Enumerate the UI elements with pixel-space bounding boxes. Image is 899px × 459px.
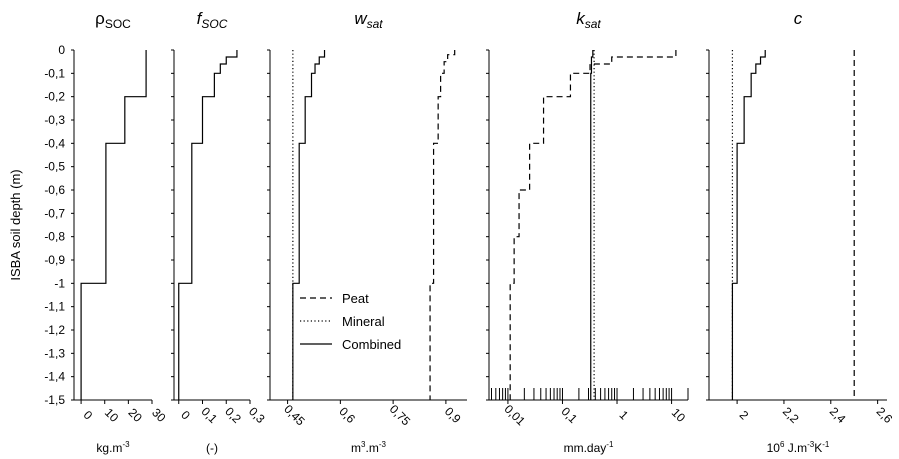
x-tick-label: 0 (81, 408, 96, 423)
y-tick-label: -0,8 (44, 230, 65, 244)
x-tick-label: 0 (178, 408, 193, 423)
panel-3: 0,45 0,6 0,75 0,9 wsat m3.m-3 Peat Mineral Combi… (267, 9, 467, 455)
x-tick-label: 0,6 (336, 404, 358, 426)
panel-title: ρSOC (95, 9, 131, 31)
y-tick-label: -1,1 (44, 300, 65, 314)
x-tick-label: 20 (126, 405, 146, 425)
panel-1: 0 -0,1 -0,2 -0,3 -0,4 -0,5 -0,6 -0,7 -0,8 -0,9 -1 -… (8, 9, 169, 455)
panel-2: 0 0,1 0,2 0,3 fSOC (-) (171, 9, 268, 455)
x-tick-label: 0,01 (502, 402, 529, 429)
x-axis-label: kg.m-3 (96, 440, 130, 455)
panel-4: 0,01 0,1 1 10 ksat mm.day-1 (486, 9, 689, 455)
combined-profile-line (731, 50, 766, 400)
y-tick-label: -1,4 (44, 370, 65, 384)
y-tick-label: -0,7 (44, 206, 65, 220)
panel-title: wsat (354, 9, 383, 31)
y-tick-label: -1,5 (44, 393, 65, 407)
peat-profile-line (509, 50, 677, 400)
y-axis-label: ISBA soil depth (m) (8, 169, 23, 280)
x-tick-label: 30 (149, 405, 169, 425)
legend-label-combined: Combined (342, 337, 401, 352)
legend-label-peat: Peat (342, 291, 369, 306)
x-tick-label: 1 (617, 408, 632, 423)
panel-title: c (794, 9, 803, 28)
x-tick-label: 0,9 (442, 404, 464, 426)
x-tick-label: 10 (669, 405, 689, 425)
y-tick-label: -0,6 (44, 183, 65, 197)
x-tick-label: 10 (102, 405, 122, 425)
y-tick-label: -0,3 (44, 113, 65, 127)
y-tick-label: -1,3 (44, 346, 65, 360)
x-tick-label: 0,2 (222, 404, 244, 426)
combined-profile-line (590, 50, 594, 400)
x-axis-label: m3.m-3 (351, 440, 386, 455)
panel-title: fSOC (197, 9, 228, 31)
x-tick-label: 2,4 (827, 404, 849, 426)
x-axis-label: (-) (206, 441, 218, 455)
x-tick-label: 0,1 (198, 404, 220, 426)
x-tick-label: 2 (737, 408, 752, 423)
x-tick-label: 0,45 (281, 402, 308, 429)
y-tick-label: -1 (54, 276, 65, 290)
y-tick-label: -0,2 (44, 90, 65, 104)
x-tick-label: 0,1 (558, 404, 580, 426)
legend-label-mineral: Mineral (342, 314, 385, 329)
peat-profile-line (429, 50, 456, 400)
y-tick-label: -0,1 (44, 66, 65, 80)
profile-line (80, 50, 147, 400)
x-tick-label: 0,3 (246, 404, 268, 426)
y-tick-label: -0,5 (44, 160, 65, 174)
x-tick-label: 0,75 (387, 402, 414, 429)
panel-5: 2 2,2 2,4 2,6 c 106 J.m-3K-1 (706, 9, 896, 455)
y-tick-label: -1,2 (44, 323, 65, 337)
x-tick-label: 2,6 (874, 404, 896, 426)
x-tick-label: 2,2 (780, 404, 802, 426)
panel-title: ksat (576, 9, 601, 31)
y-tick-label: -0,9 (44, 253, 65, 267)
combined-profile-line (292, 50, 326, 400)
x-axis-label: 106 J.m-3K-1 (767, 440, 830, 455)
x-axis-label: mm.day-1 (564, 440, 614, 455)
y-tick-label: 0 (58, 43, 65, 57)
profile-line (178, 50, 238, 400)
y-tick-label: -0,4 (44, 136, 65, 150)
